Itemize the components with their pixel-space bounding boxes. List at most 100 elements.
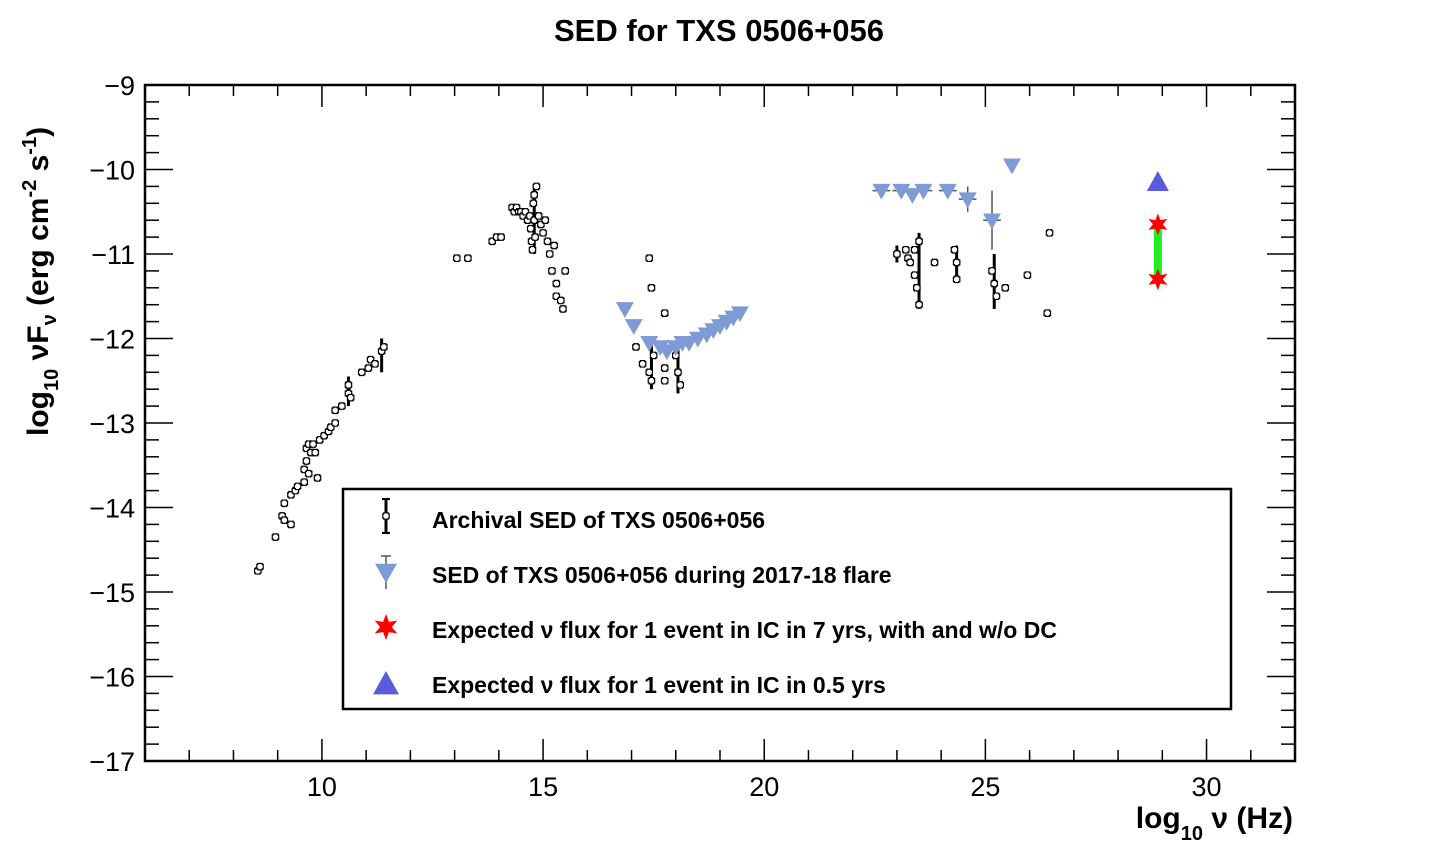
archival-point	[638, 360, 647, 368]
flare-point	[730, 306, 749, 323]
archival-point	[528, 245, 537, 254]
legend: Archival SED of TXS 0506+056 SED of TXS …	[341, 487, 1233, 711]
archival-point	[910, 245, 919, 254]
archival-point	[346, 393, 355, 402]
y-axis-title-rest: νF	[22, 325, 55, 368]
archival-point	[952, 275, 961, 284]
legend-box	[341, 487, 1233, 711]
y-tick-label: −10	[89, 156, 135, 186]
archival-point	[1045, 229, 1054, 237]
archival-point	[304, 469, 313, 478]
y-axis-title-sub: 10	[41, 369, 63, 391]
archival-point	[660, 364, 669, 372]
archival-point	[331, 419, 339, 427]
archival-point	[331, 406, 339, 415]
flare-point	[983, 213, 1002, 230]
legend-label-flare: SED of TXS 0506+056 during 2017-18 flare	[432, 562, 892, 588]
archival-point	[550, 241, 558, 250]
archival-point	[645, 368, 654, 377]
archival-point	[526, 224, 535, 233]
flare-point	[615, 302, 634, 318]
neutrino-flux-triangle	[1146, 171, 1169, 191]
flare-point	[903, 188, 922, 204]
archival-point	[915, 300, 923, 309]
y-axis-title-main: log	[22, 391, 55, 436]
x-tick-label: 10	[307, 772, 337, 802]
y-tick-label: −9	[104, 71, 135, 101]
archival-point	[660, 309, 669, 317]
y-axis-title: log10 νFν (erg cm-2 s-1)	[19, 127, 63, 436]
archival-point	[531, 233, 539, 241]
legend-archival-marker	[382, 512, 390, 520]
archival-point	[497, 233, 505, 241]
data-marks	[253, 158, 1169, 575]
flare-point	[938, 183, 957, 200]
legend-star-marker	[374, 614, 398, 640]
archival-point	[910, 271, 919, 279]
y-tick-label: −11	[91, 240, 135, 270]
flare-point	[958, 192, 977, 209]
archival-point	[302, 457, 311, 465]
archival-point	[256, 562, 264, 571]
y-axis-title-sup1: -2	[19, 180, 41, 198]
y-tick-label: −15	[89, 578, 135, 608]
y-axis-title-sub2: ν	[39, 314, 61, 325]
archival-point	[906, 258, 914, 267]
legend-label-star: Expected ν flux for 1 event in IC in 7 y…	[432, 617, 1057, 643]
archival-point	[647, 376, 656, 385]
y-tick-label: −12	[89, 325, 135, 355]
archival-point	[893, 250, 901, 258]
archival-point	[539, 229, 547, 237]
archival-point	[464, 254, 472, 263]
y-axis-title-rest3: s	[22, 155, 55, 180]
x-axis-title-rest: ν (Hz)	[1203, 802, 1293, 835]
archival-point	[300, 478, 309, 486]
y-tick-label: −13	[89, 409, 135, 439]
archival-point	[645, 254, 654, 263]
archival-point	[532, 182, 541, 191]
archival-point	[548, 267, 556, 275]
x-tick-label: 15	[528, 772, 558, 802]
legend-triangle-marker	[373, 671, 399, 695]
archival-point	[309, 440, 317, 448]
chart-title: SED for TXS 0506+056	[554, 13, 884, 48]
archival-point	[338, 402, 346, 410]
flare-point	[680, 335, 699, 352]
archival-point	[380, 343, 388, 351]
archival-point	[271, 533, 280, 541]
x-tick-label: 25	[970, 772, 1000, 802]
x-tick-label: 30	[1192, 772, 1222, 802]
archival-point	[649, 351, 658, 360]
y-axis-title-rest2: (erg cm	[22, 198, 55, 315]
neutrino-flux-star	[1148, 213, 1168, 236]
flare-point	[688, 331, 707, 348]
archival-point	[930, 258, 939, 267]
flare-point	[624, 319, 643, 335]
legend-markers	[373, 498, 399, 695]
x-tick-label: 20	[749, 772, 779, 802]
archival-point	[1001, 284, 1010, 292]
archival-point	[901, 245, 910, 254]
y-axis-title-rest4: )	[22, 127, 55, 137]
flare-point	[872, 183, 891, 200]
legend-label-triangle: Expected ν flux for 1 event in IC in 0.5…	[432, 672, 886, 698]
x-axis-title-sub: 10	[1181, 823, 1203, 845]
y-tick-label: −17	[89, 747, 135, 777]
y-tick-label: −14	[89, 494, 135, 524]
x-tick-labels: 10 15 20 25 30	[307, 772, 1222, 802]
archival-point	[311, 448, 320, 457]
archival-point	[280, 499, 289, 508]
archival-point	[364, 364, 373, 372]
archival-point	[1043, 309, 1052, 317]
flare-point	[657, 344, 676, 361]
archival-point	[913, 284, 921, 292]
archival-point	[647, 284, 656, 292]
archival-point	[534, 212, 543, 220]
neutrino-flux-star	[1148, 268, 1168, 291]
archival-point	[541, 216, 550, 224]
archival-point	[280, 516, 289, 524]
flare-point	[1002, 158, 1021, 175]
archival-point	[556, 296, 565, 305]
axis-ticks	[144, 84, 1296, 762]
